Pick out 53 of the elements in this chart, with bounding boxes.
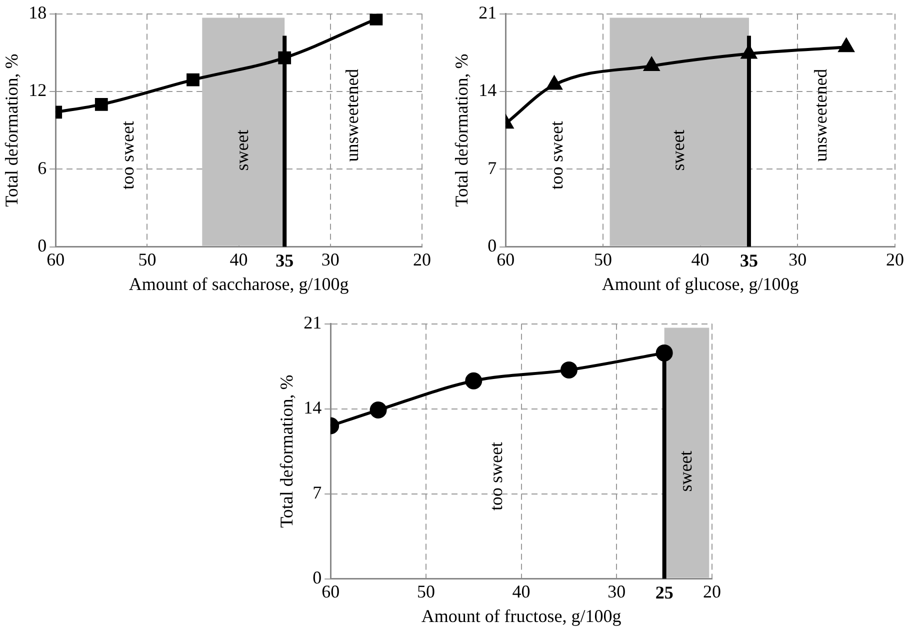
point bbox=[465, 372, 482, 390]
y-axis-title: Total deformation, % bbox=[452, 54, 472, 207]
x-tick-label: 40 bbox=[230, 249, 248, 270]
x-tick-label: 50 bbox=[416, 581, 435, 602]
x-tick-label: 60 bbox=[496, 249, 515, 270]
point bbox=[370, 402, 387, 419]
annotation: unsweetened bbox=[810, 68, 831, 162]
x-tick-label: 20 bbox=[413, 249, 431, 270]
x-tick-label: 60 bbox=[46, 249, 65, 270]
annotation: too sweet bbox=[546, 121, 566, 190]
ref-line-label: 35 bbox=[740, 250, 758, 270]
y-tick-label: 14 bbox=[478, 80, 497, 100]
y-tick-label: 7 bbox=[312, 482, 322, 503]
x-tick-label: 40 bbox=[512, 581, 530, 602]
band-label: sweet bbox=[668, 130, 688, 171]
y-axis-title: Total deformation, % bbox=[2, 54, 22, 207]
ref-line-label: 35 bbox=[276, 250, 294, 270]
x-tick-label: 20 bbox=[703, 581, 721, 602]
y-tick-label: 6 bbox=[38, 158, 47, 178]
x-tick-label: 50 bbox=[594, 249, 612, 270]
point bbox=[370, 14, 383, 26]
y-tick-label: 0 bbox=[38, 236, 47, 256]
x-tick-label: 60 bbox=[322, 581, 340, 602]
x-axis-title: Amount of glucose, g/100g bbox=[602, 274, 799, 294]
point bbox=[644, 57, 660, 71]
ref-line-label: 25 bbox=[655, 582, 674, 602]
annotation: unsweetened bbox=[342, 68, 362, 162]
y-tick-label: 14 bbox=[304, 398, 322, 418]
band-label: sweet bbox=[232, 130, 252, 171]
y-tick-label: 12 bbox=[28, 80, 47, 100]
annotation: too sweet bbox=[118, 121, 138, 190]
y-tick-label: 21 bbox=[478, 2, 497, 23]
point bbox=[838, 38, 854, 52]
annotation: too sweet bbox=[486, 442, 506, 511]
y-axis-title: Total deformation, % bbox=[276, 374, 297, 528]
x-tick-label: 40 bbox=[691, 249, 710, 270]
point bbox=[546, 76, 562, 90]
y-tick-label: 0 bbox=[488, 236, 497, 256]
point bbox=[186, 73, 200, 86]
x-tick-label: 30 bbox=[608, 581, 626, 602]
x-axis-title: Amount of fructose, g/100g bbox=[421, 606, 622, 626]
x-axis-title: Amount of saccharose, g/100g bbox=[128, 274, 349, 294]
y-tick-label: 21 bbox=[304, 312, 322, 333]
x-tick-label: 50 bbox=[138, 249, 156, 270]
y-tick-label: 7 bbox=[488, 158, 497, 178]
band-label: sweet bbox=[675, 450, 696, 492]
y-tick-label: 18 bbox=[28, 2, 47, 23]
x-tick-label: 30 bbox=[321, 249, 340, 270]
x-tick-label: 20 bbox=[886, 249, 904, 270]
point bbox=[94, 98, 108, 111]
y-tick-label: 0 bbox=[312, 568, 322, 588]
x-tick-label: 30 bbox=[788, 249, 807, 270]
point bbox=[560, 361, 578, 378]
